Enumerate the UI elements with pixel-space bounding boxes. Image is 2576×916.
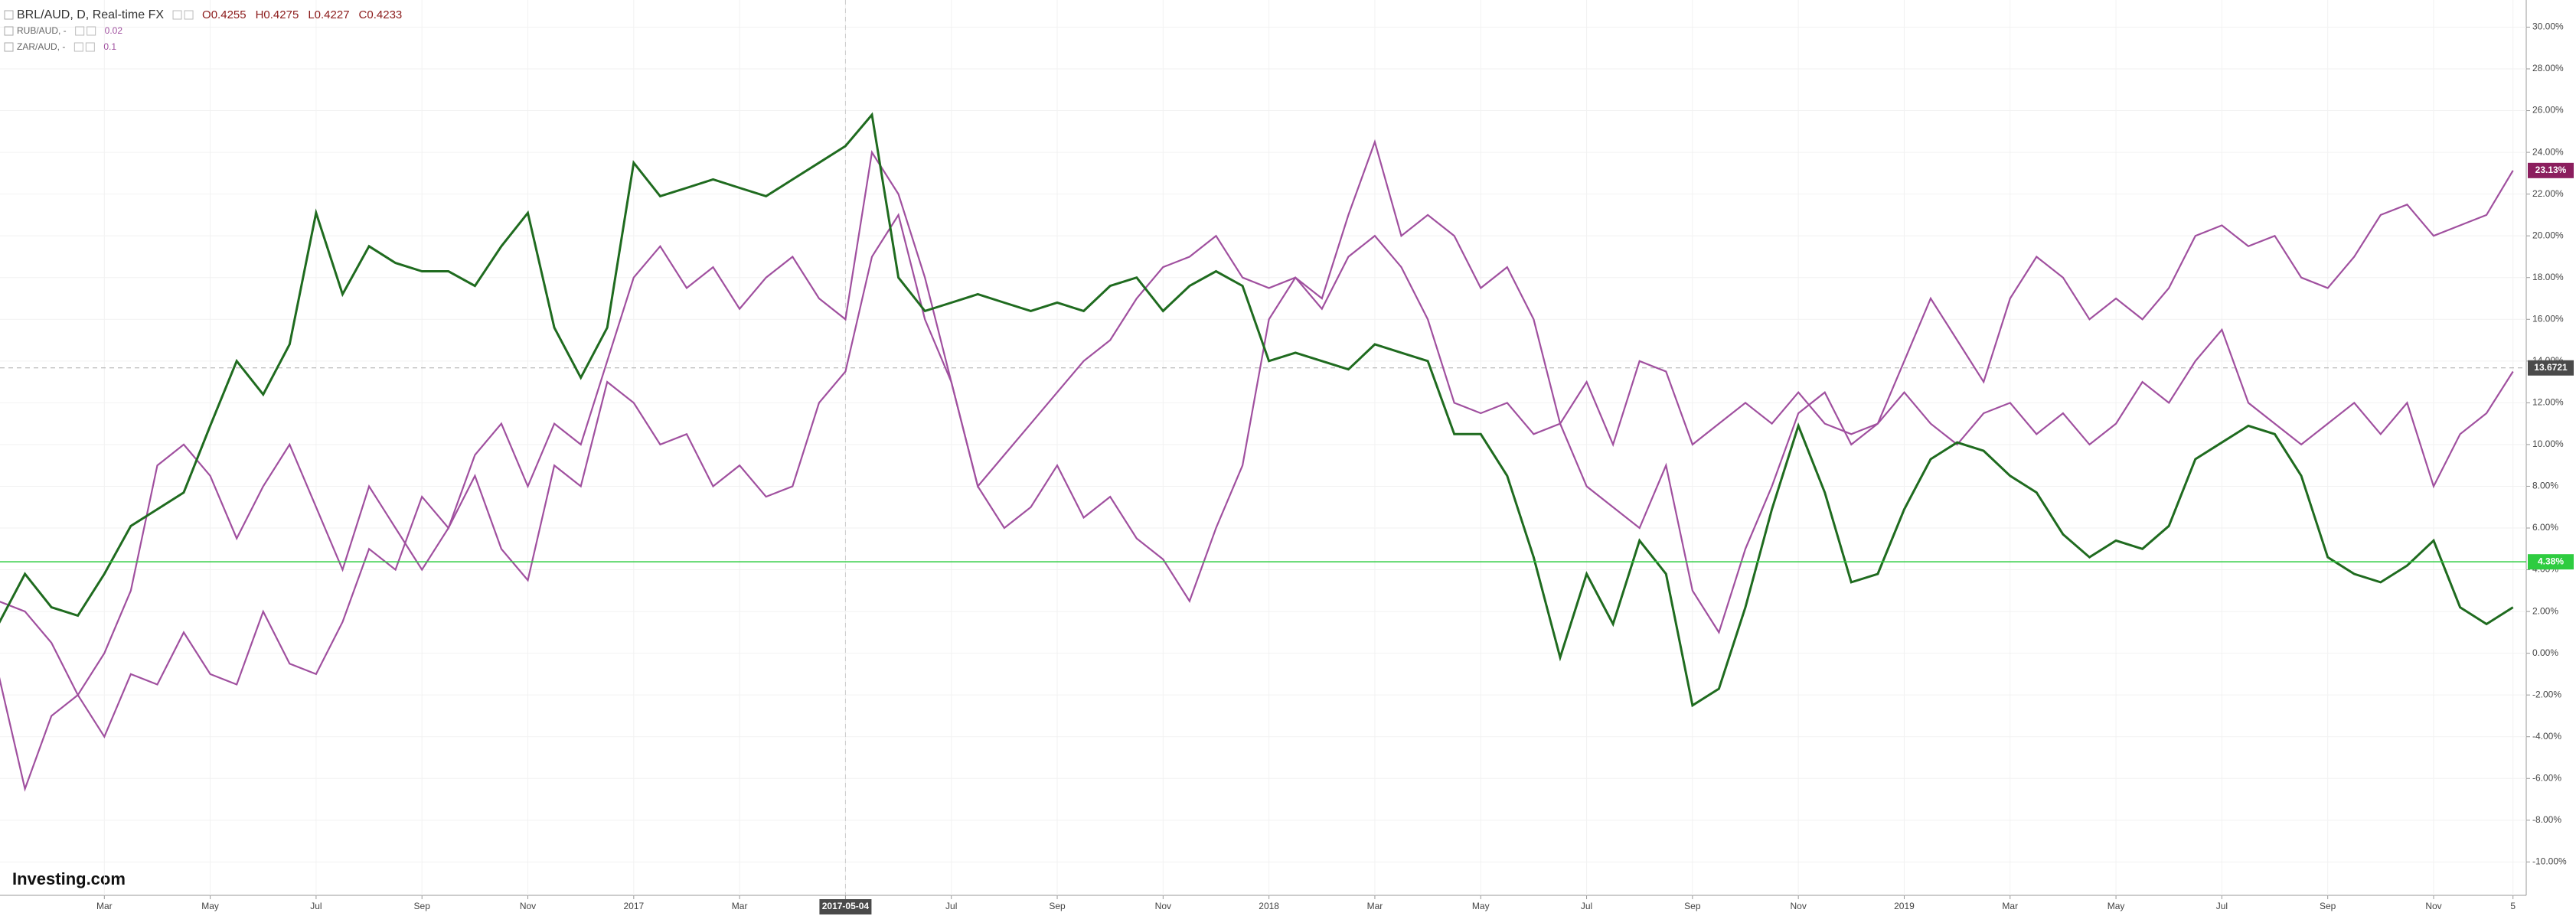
legend-icon <box>75 26 85 36</box>
y-tick-label: -4.00% <box>2532 731 2561 742</box>
crosshair-y-label: 13.6721 <box>2534 362 2568 373</box>
x-tick-label: Mar <box>96 901 113 911</box>
x-tick-label: May <box>2107 901 2125 911</box>
y-tick-label: 20.00% <box>2532 230 2564 240</box>
x-tick-label: 2019 <box>1894 901 1915 911</box>
series-line <box>0 139 2514 792</box>
y-tick-label: -8.00% <box>2532 814 2561 825</box>
legend-name: BRL/AUD, D, Real-time FX <box>17 8 164 21</box>
y-tick-label: 24.00% <box>2532 146 2564 157</box>
crosshair-x-badge <box>819 899 872 914</box>
crosshair-y-badge <box>2528 360 2574 376</box>
x-tick-label: May <box>1472 901 1490 911</box>
y-tick-label: -10.00% <box>2532 856 2567 867</box>
legend-name: RUB/AUD, - <box>17 25 67 36</box>
y-tick-label: -6.00% <box>2532 772 2561 783</box>
legend-box <box>4 26 14 36</box>
x-tick-label: Mar <box>2002 901 2018 911</box>
legend-icon <box>184 10 194 20</box>
legend-ohlc: L0.4227 <box>308 8 349 21</box>
x-tick-label: Sep <box>1049 901 1066 911</box>
x-tick-label: Nov <box>2425 901 2441 911</box>
series-line <box>0 112 2514 708</box>
y-tick-label: 18.00% <box>2532 272 2564 282</box>
y-tick-label: 28.00% <box>2532 63 2564 73</box>
x-tick-label: 5 <box>2510 901 2516 911</box>
y-tick-label: 12.00% <box>2532 397 2564 408</box>
price-badge-label: 23.13% <box>2535 165 2567 175</box>
x-tick-label: 2018 <box>1259 901 1279 911</box>
y-tick-label: 10.00% <box>2532 438 2564 449</box>
price-badge-label: 4.38% <box>2538 556 2564 566</box>
legend-name: ZAR/AUD, - <box>17 41 65 52</box>
price-badge <box>2528 554 2574 570</box>
legend-value: 0.1 <box>103 41 116 52</box>
legend-icon <box>73 42 83 52</box>
x-tick-label: Nov <box>1155 901 1171 911</box>
y-tick-label: 8.00% <box>2532 481 2558 491</box>
y-tick-label: 30.00% <box>2532 21 2564 32</box>
legend-icon <box>85 42 95 52</box>
x-tick-label: Nov <box>1790 901 1806 911</box>
x-tick-label: Sep <box>414 901 431 911</box>
legend-ohlc: C0.4233 <box>359 8 403 21</box>
x-tick-label: May <box>201 901 219 911</box>
x-tick-label: Jul <box>945 901 957 911</box>
x-tick-label: Sep <box>1684 901 1701 911</box>
legend-icon <box>172 10 182 20</box>
y-tick-label: 26.00% <box>2532 105 2564 116</box>
legend-ohlc: H0.4275 <box>256 8 299 21</box>
legend-box <box>4 10 14 20</box>
x-tick-label: Mar <box>1367 901 1383 911</box>
x-tick-label: 2017 <box>623 901 644 911</box>
legend-box <box>4 42 14 52</box>
y-tick-label: 6.00% <box>2532 522 2558 533</box>
y-tick-label: 16.00% <box>2532 313 2564 324</box>
x-tick-label: Jul <box>2216 901 2228 911</box>
series-line <box>0 213 2514 697</box>
x-tick-label: Mar <box>732 901 748 911</box>
legend-value: 0.02 <box>105 25 123 36</box>
y-tick-label: 22.00% <box>2532 188 2564 199</box>
x-tick-label: Sep <box>2320 901 2336 911</box>
x-tick-label: Jul <box>1581 901 1592 911</box>
y-tick-label: 0.00% <box>2532 647 2558 658</box>
x-tick-label: 2017-05-04 <box>822 901 870 911</box>
price-badge <box>2528 162 2574 178</box>
y-tick-label: -2.00% <box>2532 689 2561 699</box>
y-tick-label: 2.00% <box>2532 605 2558 616</box>
legend-icon <box>87 26 96 36</box>
logo: Investing.com <box>12 869 126 888</box>
x-tick-label: Jul <box>310 901 322 911</box>
legend-ohlc: O0.4255 <box>202 8 246 21</box>
x-tick-label: Nov <box>520 901 536 911</box>
